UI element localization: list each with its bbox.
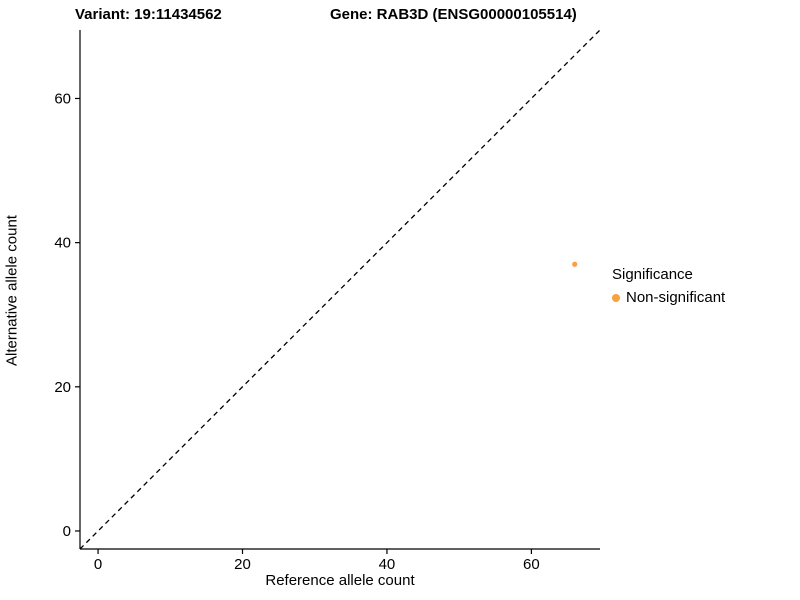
variant-title: Variant: 19:11434562 xyxy=(75,6,222,23)
legend-entry: Non-significant xyxy=(612,289,725,306)
identity-line xyxy=(79,29,601,550)
x-tick-label: 20 xyxy=(234,556,251,573)
legend: Significance Non-significant xyxy=(612,266,725,306)
y-axis-label: Alternative allele count xyxy=(3,215,21,366)
y-tick-label: 20 xyxy=(54,379,71,396)
y-tick-label: 0 xyxy=(63,523,71,540)
y-tick-label: 60 xyxy=(54,90,71,107)
x-tick-label: 60 xyxy=(523,556,540,573)
legend-title: Significance xyxy=(612,266,693,283)
x-tick-label: 40 xyxy=(379,556,396,573)
legend-point-icon xyxy=(612,293,620,302)
x-tick-label: 0 xyxy=(94,556,102,573)
y-tick-label: 40 xyxy=(54,235,71,252)
gene-title: Gene: RAB3D (ENSG00000105514) xyxy=(330,6,577,23)
data-point xyxy=(572,261,578,267)
x-axis-label: Reference allele count xyxy=(265,572,415,589)
legend-entry-label: Non-significant xyxy=(626,289,726,306)
